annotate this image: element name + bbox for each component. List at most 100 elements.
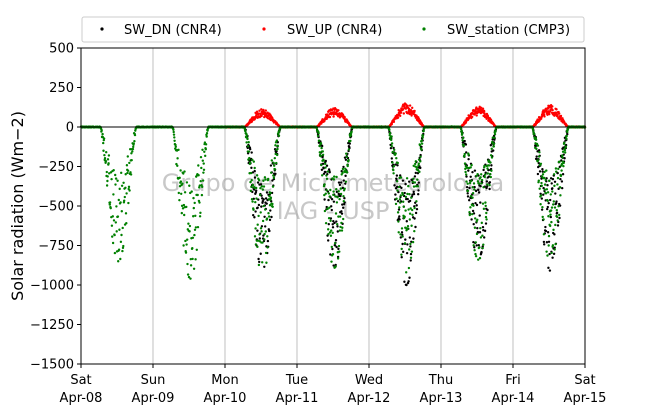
data-point <box>488 183 491 187</box>
data-point <box>341 226 344 229</box>
data-point <box>553 184 556 188</box>
data-point <box>331 247 334 251</box>
data-point <box>400 253 403 256</box>
data-point <box>337 244 341 248</box>
data-point <box>398 218 401 221</box>
data-point <box>416 185 420 188</box>
data-point <box>536 144 540 147</box>
data-point <box>204 154 207 158</box>
data-point <box>548 179 551 182</box>
data-point <box>344 174 347 178</box>
data-point <box>555 215 559 219</box>
data-point <box>128 161 131 165</box>
data-point <box>183 191 187 194</box>
data-point <box>327 222 330 226</box>
data-point <box>179 169 182 172</box>
data-point <box>472 222 475 226</box>
data-point <box>396 185 399 188</box>
data-point <box>549 215 552 219</box>
data-point <box>540 177 543 180</box>
data-point <box>480 106 483 110</box>
data-point <box>494 130 497 133</box>
data-point <box>328 115 332 119</box>
data-point <box>563 149 567 152</box>
data-point <box>537 162 540 165</box>
data-point <box>326 207 329 211</box>
data-point <box>555 170 558 173</box>
data-point <box>466 192 469 195</box>
data-point <box>561 156 564 159</box>
data-point <box>540 197 543 200</box>
y-tick-label: −250 <box>38 160 74 175</box>
data-point <box>396 200 400 203</box>
data-point <box>342 200 345 203</box>
data-point <box>558 216 561 220</box>
data-point <box>204 148 207 151</box>
data-point <box>465 166 469 170</box>
data-point <box>531 128 535 131</box>
data-point <box>256 181 260 184</box>
data-point <box>271 202 274 206</box>
data-point <box>489 161 492 164</box>
data-point <box>196 193 199 197</box>
data-point <box>546 191 550 194</box>
y-axis: 500 250 0 −250 −500 −750 −1000 −1250 −1500 <box>30 42 81 373</box>
data-point <box>259 183 263 186</box>
data-point <box>333 110 336 114</box>
data-point <box>106 158 110 161</box>
data-point <box>102 141 105 145</box>
data-point <box>182 244 185 247</box>
data-point <box>256 239 260 242</box>
data-point <box>481 234 484 237</box>
data-point <box>410 250 414 253</box>
data-point <box>477 191 481 194</box>
data-point <box>412 164 415 167</box>
data-point <box>258 109 261 112</box>
data-point <box>246 145 250 148</box>
data-point <box>316 134 320 138</box>
data-point <box>406 243 409 246</box>
data-point <box>482 207 486 211</box>
data-point <box>544 225 547 229</box>
data-point <box>340 229 344 232</box>
data-point <box>252 188 256 191</box>
data-point <box>396 161 399 165</box>
data-point <box>335 188 338 191</box>
data-point <box>110 224 114 227</box>
data-point <box>402 205 405 208</box>
data-point <box>263 215 266 218</box>
data-point <box>473 226 477 229</box>
data-point <box>327 192 330 195</box>
data-point <box>320 146 323 150</box>
data-point <box>335 220 338 223</box>
data-point <box>562 161 565 165</box>
data-point <box>122 244 125 248</box>
data-point <box>549 198 552 202</box>
x-tick-label-date: Apr-09 <box>132 391 175 406</box>
data-point <box>399 201 402 204</box>
data-point <box>269 198 272 201</box>
data-point <box>477 243 480 247</box>
data-point <box>555 211 559 215</box>
data-point <box>400 256 403 259</box>
data-point <box>556 183 559 186</box>
data-point <box>334 238 338 242</box>
data-point <box>412 177 415 180</box>
x-tick-label-day: Sun <box>141 373 166 388</box>
data-point <box>265 217 269 220</box>
data-point <box>489 175 492 179</box>
data-point <box>419 166 422 170</box>
data-point <box>102 137 106 140</box>
data-point <box>546 184 549 187</box>
data-point <box>269 191 272 195</box>
data-point <box>257 263 261 267</box>
data-point <box>349 133 353 137</box>
data-point <box>317 131 320 135</box>
data-point <box>390 135 393 138</box>
data-point <box>322 172 326 175</box>
data-point <box>404 209 407 212</box>
data-point <box>540 184 543 188</box>
data-point <box>191 257 194 261</box>
data-point <box>421 136 424 139</box>
data-point <box>278 130 281 133</box>
